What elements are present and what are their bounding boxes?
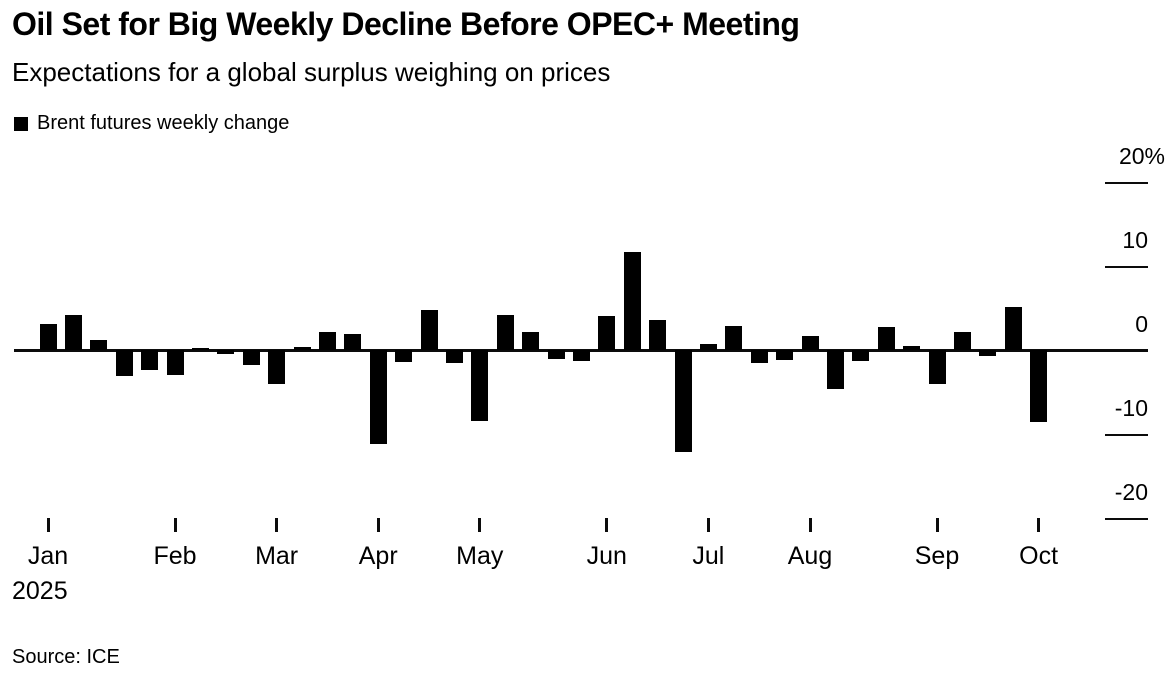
y-axis-tick [1105, 433, 1148, 436]
y-axis-label: 0 [1135, 311, 1148, 337]
y-axis-tick [1105, 517, 1148, 520]
x-axis-month-label: Mar [255, 542, 299, 570]
bar [64, 314, 82, 350]
x-axis-tick [46, 518, 50, 532]
bar [852, 350, 870, 361]
bar [166, 350, 184, 376]
bar [90, 339, 108, 350]
bar [547, 350, 565, 360]
chart-subtitle: Expectations for a global surplus weighi… [12, 57, 611, 87]
bar [242, 350, 260, 366]
bar [623, 251, 641, 350]
bar [572, 350, 590, 361]
bar [598, 316, 616, 350]
bar [471, 350, 489, 422]
legend: Brent futures weekly change [14, 112, 289, 135]
x-axis-tick [275, 518, 279, 532]
x-axis-tick [706, 518, 710, 532]
y-axis-label: -10 [1114, 394, 1148, 421]
x-axis-month-label: Feb [153, 542, 197, 570]
bar [928, 350, 946, 385]
bar [953, 332, 971, 350]
bar [496, 314, 514, 350]
x-axis-tick [173, 518, 177, 532]
y-axis-tick [1105, 350, 1148, 352]
bar [191, 348, 209, 350]
bar [776, 350, 794, 361]
bar [979, 350, 997, 356]
source-note: Source: ICE [12, 646, 120, 668]
bar [369, 350, 387, 444]
y-axis-label: -20 [1114, 478, 1148, 505]
x-axis-month-label: Jul [692, 542, 725, 570]
bar [1030, 350, 1048, 423]
bar [395, 350, 413, 362]
bar [699, 344, 717, 350]
bar [649, 319, 667, 350]
bar [877, 327, 895, 350]
x-axis-month-label: Oct [1019, 542, 1059, 570]
bar [420, 309, 438, 350]
bar [293, 347, 311, 350]
bar [826, 350, 844, 389]
bar [903, 345, 921, 350]
bar [801, 335, 819, 350]
x-axis-month-label: Jan [27, 542, 69, 570]
bar [318, 332, 336, 350]
bar [268, 350, 286, 384]
x-axis-month-label: Aug [787, 542, 833, 570]
bar [750, 350, 768, 363]
x-axis-month-label: May [456, 542, 504, 570]
legend-label: Brent futures weekly change [37, 112, 290, 134]
x-axis-year-label: 2025 [12, 577, 68, 605]
x-axis-month-label: Jun [586, 542, 627, 570]
bar [674, 350, 692, 452]
bar [445, 350, 463, 364]
bar [39, 323, 57, 350]
legend-swatch-icon [14, 116, 28, 131]
x-axis-tick [605, 518, 609, 532]
y-axis-tick [1105, 182, 1148, 185]
bar [217, 350, 235, 355]
bar [141, 350, 159, 371]
x-axis-tick [1037, 518, 1041, 532]
x-axis-tick [376, 518, 380, 532]
bar [522, 331, 540, 350]
x-axis-month-label: Apr [358, 542, 398, 570]
bar [1004, 307, 1022, 350]
bar [115, 350, 133, 376]
bar [344, 334, 362, 350]
bar [725, 325, 743, 350]
x-axis-month-label: Sep [914, 542, 960, 570]
y-axis-tick [1105, 266, 1148, 269]
y-axis-label: 20% [1118, 143, 1165, 170]
y-axis-label: 10 [1122, 227, 1148, 254]
x-axis-tick [808, 518, 812, 532]
x-axis-tick [478, 518, 482, 532]
x-axis-tick [935, 518, 939, 532]
page-title: Oil Set for Big Weekly Decline Before OP… [12, 6, 800, 42]
